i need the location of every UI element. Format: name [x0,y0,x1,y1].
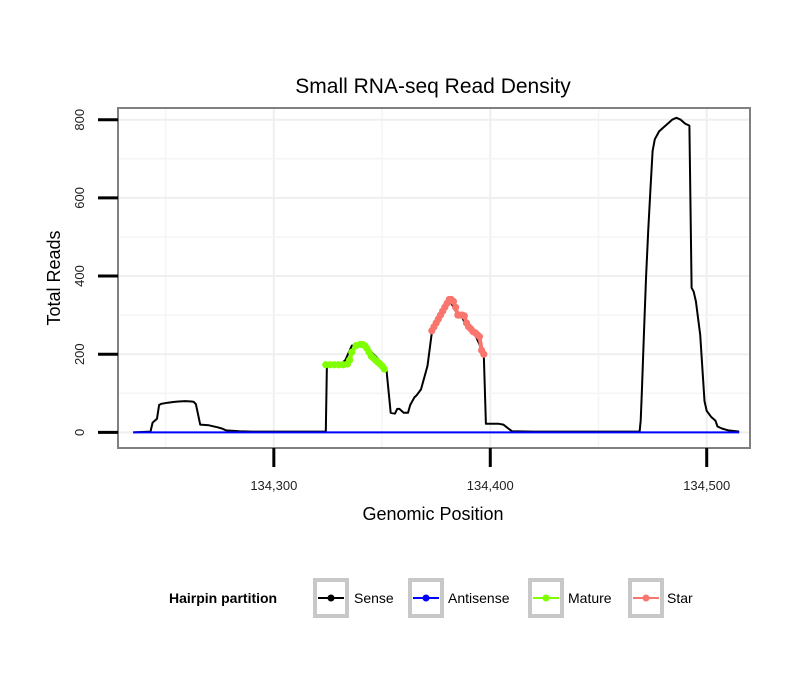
y-tick-label: 200 [72,343,87,365]
legend-key-point [642,594,650,602]
legend-key-sense [313,578,349,618]
data-point-star [480,350,488,358]
legend-key-point [542,594,550,602]
legend-title: Hairpin partition [169,590,277,606]
chart-title: Small RNA-seq Read Density [295,75,571,98]
legend: Hairpin partition Sense Antisense Mature St… [169,578,693,618]
legend-key-antisense [408,578,444,618]
legend-key-mature [528,578,564,618]
y-tick-label: 800 [72,109,87,131]
legend-key-point [327,594,335,602]
x-tick-label: 134,400 [467,478,514,493]
series-layer [133,116,740,434]
data-point-star [475,333,484,341]
y-tick-label: 0 [72,429,87,436]
data-point-mature [345,356,354,364]
data-point-star [449,297,458,306]
y-axis: 0 200 400 600 800 [72,109,118,436]
legend-key-star [628,578,664,618]
x-axis-label: Genomic Position [362,504,503,524]
y-tick-label: 400 [72,265,87,287]
data-point-star [460,312,468,320]
y-axis-label: Total Reads [44,230,64,325]
y-tick-label: 600 [72,187,87,209]
x-tick-label: 134,300 [250,478,297,493]
legend-key-point [422,594,430,602]
x-axis: 134,300 134,400 134,500 [250,448,730,493]
legend-label-mature: Mature [568,590,612,606]
data-point-mature [380,365,388,373]
x-tick-label: 134,500 [683,478,730,493]
grid-lines [119,109,749,447]
data-point-star [452,303,460,311]
legend-label-antisense: Antisense [448,590,510,606]
plot-panel [117,107,751,449]
legend-label-star: Star [667,590,693,606]
legend-label-sense: Sense [354,590,394,606]
data-point-mature [348,348,356,356]
